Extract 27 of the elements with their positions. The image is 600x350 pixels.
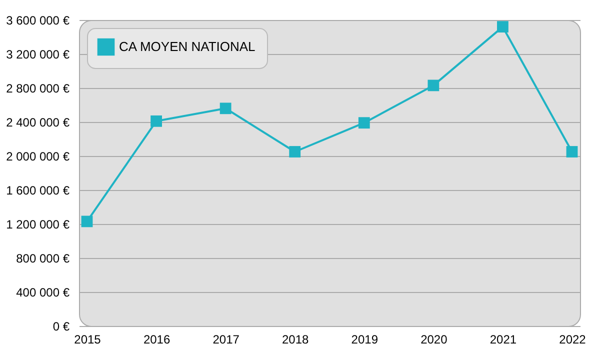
y-tick-label: 1 200 000 € — [6, 218, 70, 232]
x-tick-label: 2021 — [490, 332, 517, 346]
x-tick-label: 2019 — [351, 332, 378, 346]
point — [289, 146, 301, 158]
y-tick-label: 0 € — [52, 320, 70, 334]
x-tick-label: 2016 — [143, 332, 170, 346]
x-tick-label: 2018 — [282, 332, 310, 346]
point — [566, 146, 578, 158]
y-tick-label: 3 200 000 € — [6, 48, 70, 62]
x-tick-label: 2020 — [420, 332, 448, 346]
legend-label: CA MOYEN NATIONAL — [119, 39, 256, 54]
x-tick-label: 2017 — [212, 332, 240, 346]
y-tick-label: 2 000 000 € — [6, 150, 70, 164]
point — [220, 102, 232, 114]
point — [358, 117, 370, 129]
point — [81, 216, 93, 228]
y-tick-label: 2 800 000 € — [6, 82, 70, 96]
point — [150, 115, 162, 127]
y-tick-label: 400 000 € — [16, 286, 70, 300]
y-tick-label: 2 400 000 € — [6, 116, 70, 130]
y-tick-label: 1 600 000 € — [6, 184, 70, 198]
point — [497, 21, 508, 32]
x-tick-label: 2015 — [74, 332, 102, 346]
x-tick-label: 2022 — [559, 332, 586, 346]
point — [428, 80, 440, 92]
y-tick-label: 800 000 € — [16, 252, 70, 266]
y-tick-label: 3 600 000 € — [6, 14, 70, 28]
